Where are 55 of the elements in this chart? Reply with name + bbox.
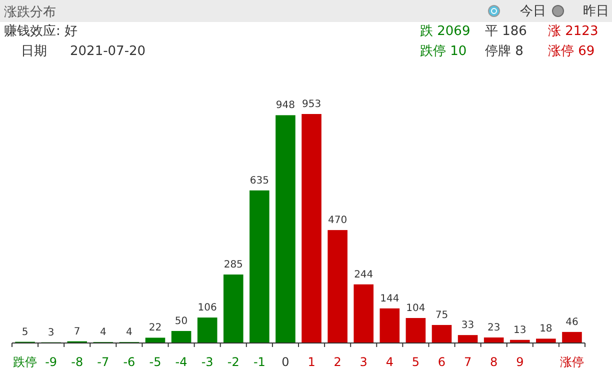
x-tick-label: 7	[464, 355, 472, 369]
data-label: 953	[302, 99, 322, 110]
x-tick-label: -9	[45, 355, 58, 369]
data-label: 18	[540, 324, 552, 335]
x-tick-label: 3	[360, 355, 368, 369]
data-label: 50	[174, 316, 188, 327]
data-label: 285	[224, 260, 243, 271]
chart-title: 涨跌分布	[4, 5, 56, 20]
data-label: 75	[435, 310, 448, 321]
x-tick-label: 5	[412, 355, 420, 369]
x-tick-label: -8	[71, 355, 84, 369]
x-tick-label: 0	[282, 355, 290, 369]
text: 跌 2069	[420, 24, 470, 39]
data-label: 3	[48, 327, 54, 338]
x-tick-label: -7	[97, 355, 110, 369]
x-tick-label: 8	[490, 355, 498, 369]
data-label: 244	[354, 269, 374, 280]
x-tick-label: 4	[386, 355, 394, 369]
data-label: 470	[328, 215, 348, 226]
x-tick-label: -3	[201, 355, 214, 369]
data-label: 7	[74, 326, 80, 338]
x-tick-label: 6	[438, 355, 446, 369]
data-label: 948	[276, 100, 296, 112]
text: 涨 2123	[548, 24, 598, 39]
x-tick-label: -5	[149, 355, 162, 369]
x-tick-label: 涨停	[560, 355, 584, 369]
x-tick-label: 9	[516, 355, 524, 369]
data-label: 104	[406, 303, 426, 314]
text: 日期	[21, 44, 47, 59]
data-label: 23	[487, 322, 500, 334]
text: 2021-07-20	[70, 44, 146, 59]
x-tick-label: -6	[123, 355, 136, 369]
x-tick-label: -4	[175, 355, 188, 369]
data-label: 144	[380, 293, 400, 304]
data-label: 635	[250, 175, 269, 186]
x-tick-label: -2	[227, 355, 240, 369]
data-label: 22	[148, 322, 162, 334]
text: 跌停 10	[420, 44, 467, 59]
x-tick-label: -1	[253, 355, 266, 369]
data-label: 4	[126, 327, 132, 338]
text: 涨停 69	[548, 44, 595, 59]
x-tick-label: 跌停	[13, 355, 38, 369]
data-label: 33	[461, 320, 474, 332]
data-label: 46	[566, 316, 578, 328]
data-label: 13	[514, 324, 526, 336]
text: 赚钱效应: 好	[4, 23, 78, 39]
text: 平 186	[485, 24, 527, 39]
data-label: 5	[22, 326, 28, 338]
text: 昨日	[583, 4, 609, 19]
x-tick-label: 2	[334, 355, 342, 369]
data-label: 4	[100, 327, 106, 338]
x-tick-label: 1	[308, 355, 316, 369]
text: 今日	[520, 4, 546, 19]
text: 停牌 8	[485, 44, 524, 59]
data-label: 106	[198, 302, 217, 314]
